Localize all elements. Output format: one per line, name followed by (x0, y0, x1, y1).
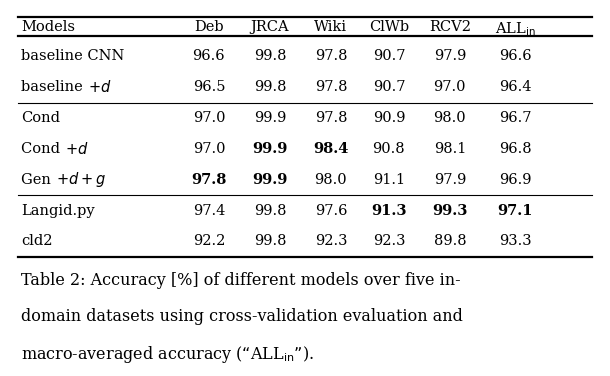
Text: $+d$: $+d$ (65, 141, 88, 157)
Text: JRCA: JRCA (251, 20, 289, 34)
Text: 92.2: 92.2 (193, 234, 225, 249)
Text: 89.8: 89.8 (434, 234, 466, 249)
Text: 92.3: 92.3 (315, 234, 347, 249)
Text: 99.3: 99.3 (432, 203, 467, 218)
Text: macro-averaged accuracy (“ALL$_{\mathrm{in}}$”).: macro-averaged accuracy (“ALL$_{\mathrm{… (21, 344, 314, 365)
Text: 99.8: 99.8 (254, 234, 286, 249)
Text: Models: Models (21, 20, 76, 34)
Text: 96.4: 96.4 (499, 80, 532, 94)
Text: 96.6: 96.6 (499, 49, 532, 64)
Text: 90.8: 90.8 (373, 142, 405, 156)
Text: 97.9: 97.9 (434, 49, 466, 64)
Text: Cond: Cond (21, 142, 65, 156)
Text: Wiki: Wiki (314, 20, 348, 34)
Text: 91.1: 91.1 (373, 173, 405, 187)
Text: ClWb: ClWb (369, 20, 409, 34)
Text: 99.9: 99.9 (254, 111, 286, 125)
Text: 99.8: 99.8 (254, 49, 286, 64)
Text: domain datasets using cross-validation evaluation and: domain datasets using cross-validation e… (21, 308, 463, 325)
Text: 91.3: 91.3 (371, 203, 407, 218)
Text: ALL$_{\mathrm{in}}$: ALL$_{\mathrm{in}}$ (495, 20, 536, 38)
Text: 93.3: 93.3 (499, 234, 532, 249)
Text: 96.6: 96.6 (193, 49, 225, 64)
Text: 90.9: 90.9 (373, 111, 405, 125)
Text: 98.1: 98.1 (434, 142, 466, 156)
Text: cld2: cld2 (21, 234, 53, 249)
Text: 99.8: 99.8 (254, 203, 286, 218)
Text: 97.9: 97.9 (434, 173, 466, 187)
Text: 97.4: 97.4 (193, 203, 225, 218)
Text: baseline CNN: baseline CNN (21, 49, 124, 64)
Text: 96.9: 96.9 (499, 173, 532, 187)
Text: 97.1: 97.1 (498, 203, 533, 218)
Text: 97.8: 97.8 (192, 173, 226, 187)
Text: 98.0: 98.0 (315, 173, 347, 187)
Text: 99.8: 99.8 (254, 80, 286, 94)
Text: 97.8: 97.8 (315, 49, 347, 64)
Text: 90.7: 90.7 (373, 80, 405, 94)
Text: 96.8: 96.8 (499, 142, 532, 156)
Text: 97.0: 97.0 (193, 142, 225, 156)
Text: Cond: Cond (21, 111, 60, 125)
Text: baseline: baseline (21, 80, 88, 94)
Text: RCV2: RCV2 (429, 20, 471, 34)
Text: 96.5: 96.5 (193, 80, 225, 94)
Text: Deb: Deb (194, 20, 224, 34)
Text: 98.0: 98.0 (434, 111, 466, 125)
Text: Gen: Gen (21, 173, 56, 187)
Text: 97.6: 97.6 (315, 203, 347, 218)
Text: 99.9: 99.9 (253, 173, 287, 187)
Text: $+d$: $+d$ (88, 79, 111, 95)
Text: 97.0: 97.0 (434, 80, 466, 94)
Text: 96.7: 96.7 (499, 111, 532, 125)
Text: 90.7: 90.7 (373, 49, 405, 64)
Text: 97.8: 97.8 (315, 80, 347, 94)
Text: 92.3: 92.3 (373, 234, 405, 249)
Text: 98.4: 98.4 (314, 142, 348, 156)
Text: 99.9: 99.9 (253, 142, 287, 156)
Text: $+d + g$: $+d + g$ (56, 170, 106, 189)
Text: Langid.py: Langid.py (21, 203, 95, 218)
Text: 97.8: 97.8 (315, 111, 347, 125)
Text: Table 2: Accuracy [%] of different models over five in-: Table 2: Accuracy [%] of different model… (21, 273, 461, 290)
Text: 97.0: 97.0 (193, 111, 225, 125)
